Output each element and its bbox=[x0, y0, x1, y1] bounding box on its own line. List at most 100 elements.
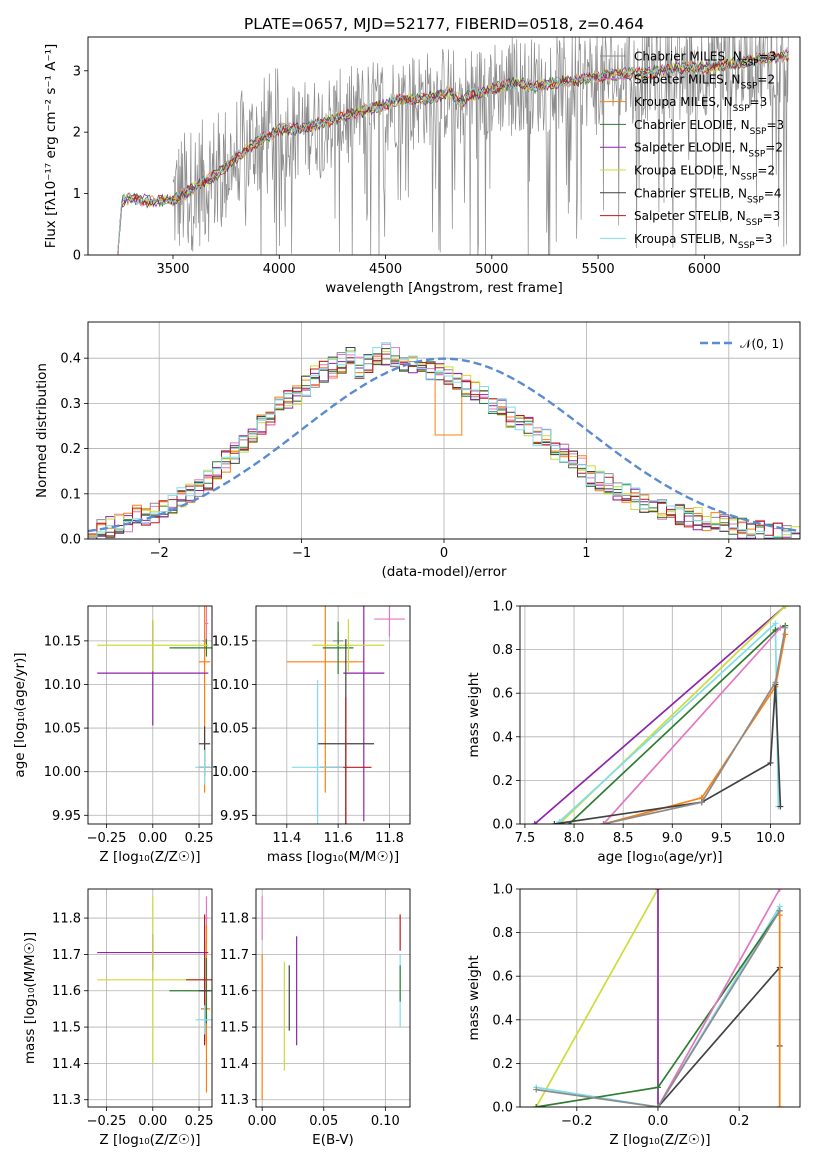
series-marker bbox=[698, 799, 705, 806]
panel-age_vs_mass: 11.4 11.6 11.8 9.95 10.00 10.05 10.10 10.15 mass… bbox=[212, 605, 411, 865]
y-axis-label: Normed distribution bbox=[34, 363, 50, 498]
y-tick-label: 10.05 bbox=[44, 722, 81, 737]
legend-label: Chabrier STELIB, NSSP=4 bbox=[634, 186, 782, 205]
series-line-kroupa_elodie bbox=[535, 889, 659, 1107]
y-tick-label: 10.10 bbox=[212, 678, 249, 693]
plot-area bbox=[97, 606, 212, 793]
plot-area bbox=[117, 37, 789, 255]
x-axis-label: Z [log₁₀(Z/Z☉)] bbox=[99, 1132, 200, 1148]
y-tick-label: 3 bbox=[73, 64, 81, 79]
series-marker bbox=[654, 1084, 661, 1091]
y-tick-label: 11.8 bbox=[52, 912, 81, 927]
panel-mass_vs_Z: −0.25 0.00 0.25 11.3 11.4 11.5 11.6 11.7 11.8 Z [… bbox=[22, 888, 214, 1148]
panel-age_vs_Z: −0.25 0.00 0.25 9.95 10.00 10.05 10.10 10.15 Z [… bbox=[12, 605, 214, 865]
observed-spectrum bbox=[172, 37, 789, 255]
y-axis-label: mass weight bbox=[466, 955, 482, 1040]
panel-mass_vs_ebv: 0.00 0.05 0.10 11.3 11.4 11.5 11.6 11.7 11.8 E(B-… bbox=[220, 888, 411, 1148]
panel-weight_vs_age: 7.5 8.0 8.5 9.0 9.5 10.0 0.0 0.2 0.4 0.6 0.8 1.0 age… bbox=[466, 600, 801, 865]
x-tick-label: −0.25 bbox=[87, 1114, 127, 1129]
series-marker bbox=[654, 889, 661, 892]
y-tick-label: 2 bbox=[73, 126, 81, 141]
legend-label: Chabrier ELODIE, NSSP=3 bbox=[634, 118, 784, 137]
series-line-salpeter_elodie bbox=[534, 606, 786, 824]
series-marker bbox=[776, 889, 783, 892]
series-marker bbox=[782, 606, 789, 609]
x-tick-label: −0.2 bbox=[561, 1114, 593, 1129]
y-tick-label: 0.2 bbox=[60, 442, 81, 457]
y-tick-label: 0 bbox=[73, 249, 81, 264]
panel-spectrum: 3500 4000 4500 5000 5500 6000 0 1 2 3 wavelength [… bbox=[43, 36, 801, 296]
grid bbox=[256, 889, 410, 1107]
model-spectrum-salpeter_elodie bbox=[117, 48, 789, 253]
legend-label: Kroupa MILES, NSSP=3 bbox=[634, 95, 767, 114]
series-line-chabrier_miles bbox=[603, 627, 787, 824]
y-tick-label: 11.3 bbox=[220, 1093, 249, 1108]
series-marker bbox=[533, 1104, 540, 1107]
series-line-kroupa_stelib bbox=[558, 621, 780, 823]
axes-frame bbox=[87, 888, 213, 1108]
x-tick-label: 3500 bbox=[156, 262, 189, 277]
series-line-chabrier_stelib bbox=[657, 965, 781, 1107]
x-axis-label: age [log₁₀(age/yr)] bbox=[597, 849, 722, 865]
chart-title: PLATE=0657, MJD=52177, FIBERID=0518, z=0… bbox=[244, 15, 644, 33]
y-tick-label: 0.2 bbox=[492, 1057, 513, 1072]
legend-label: Salpeter MILES, NSSP=2 bbox=[634, 72, 775, 91]
series-marker bbox=[777, 803, 784, 810]
normal-curve bbox=[88, 357, 798, 533]
y-axis-label: mass weight bbox=[466, 672, 482, 757]
y-tick-label: 11.6 bbox=[220, 984, 249, 999]
plot-area bbox=[531, 606, 789, 824]
y-tick-label: 0.4 bbox=[492, 1013, 513, 1028]
y-tick-label: 0.0 bbox=[60, 533, 81, 548]
plot-area bbox=[286, 606, 405, 824]
y-tick-label: 0.0 bbox=[492, 818, 513, 833]
y-axis-label: age [log₁₀(age/yr)] bbox=[12, 652, 28, 777]
x-tick-label: 4000 bbox=[263, 262, 296, 277]
series-line-kroupa_miles bbox=[603, 634, 787, 824]
series-line-salpeter_miles bbox=[657, 889, 781, 1107]
model-spectrum-kroupa_stelib bbox=[117, 51, 789, 252]
axes-frame bbox=[87, 321, 801, 540]
y-tick-label: 9.95 bbox=[52, 809, 81, 824]
series-marker bbox=[551, 821, 558, 824]
panel-residuals: −2 −1 0 1 2 0.0 0.1 0.2 0.3 0.4 (data-model)/error… bbox=[34, 321, 801, 580]
y-tick-label: 1 bbox=[73, 187, 81, 202]
y-tick-label: 11.8 bbox=[220, 912, 249, 927]
y-tick-label: 10.05 bbox=[212, 722, 249, 737]
y-tick-label: 0.3 bbox=[60, 397, 81, 412]
x-tick-label: 6000 bbox=[688, 262, 721, 277]
y-tick-label: 10.00 bbox=[212, 765, 249, 780]
x-tick-label: −0.25 bbox=[87, 831, 127, 846]
x-tick-label: 9.0 bbox=[662, 831, 683, 846]
y-tick-label: 0.4 bbox=[60, 352, 81, 367]
x-tick-label: 11.8 bbox=[375, 831, 404, 846]
plot-area bbox=[97, 896, 212, 1093]
x-tick-label: 0.0 bbox=[648, 1114, 669, 1129]
y-tick-label: 11.3 bbox=[52, 1093, 81, 1108]
y-tick-label: 10.10 bbox=[44, 678, 81, 693]
legend-label: Salpeter STELIB, NSSP=3 bbox=[634, 209, 780, 228]
grid bbox=[88, 889, 212, 1107]
x-axis-label: wavelength [Angstrom, rest frame] bbox=[325, 280, 563, 296]
y-tick-label: 0.6 bbox=[492, 970, 513, 985]
legend-label: Kroupa ELODIE, NSSP=2 bbox=[634, 164, 775, 183]
legend-label: Kroupa STELIB, NSSP=3 bbox=[634, 232, 772, 251]
histogram-kroupa_stelib bbox=[88, 342, 800, 539]
x-tick-label: 0.05 bbox=[309, 1114, 338, 1129]
axes-frame bbox=[519, 888, 801, 1108]
grid bbox=[88, 322, 800, 540]
grid bbox=[520, 888, 800, 1108]
y-tick-label: 11.5 bbox=[52, 1021, 81, 1036]
x-tick-label: 10.0 bbox=[756, 831, 785, 846]
x-axis-label: mass [log₁₀(M/M☉)] bbox=[267, 849, 399, 865]
x-axis-label: Z [log₁₀(Z/Z☉)] bbox=[609, 1132, 710, 1148]
y-tick-label: 0.8 bbox=[492, 643, 513, 658]
x-tick-label: 0.25 bbox=[185, 1114, 214, 1129]
series-marker bbox=[767, 759, 774, 766]
y-tick-label: 0.4 bbox=[492, 730, 513, 745]
series-marker bbox=[600, 821, 607, 824]
series-line-chabrier_miles bbox=[536, 910, 781, 1107]
axes-frame bbox=[519, 605, 801, 825]
x-tick-label: 0.10 bbox=[371, 1114, 400, 1129]
axes-frame bbox=[255, 888, 411, 1108]
